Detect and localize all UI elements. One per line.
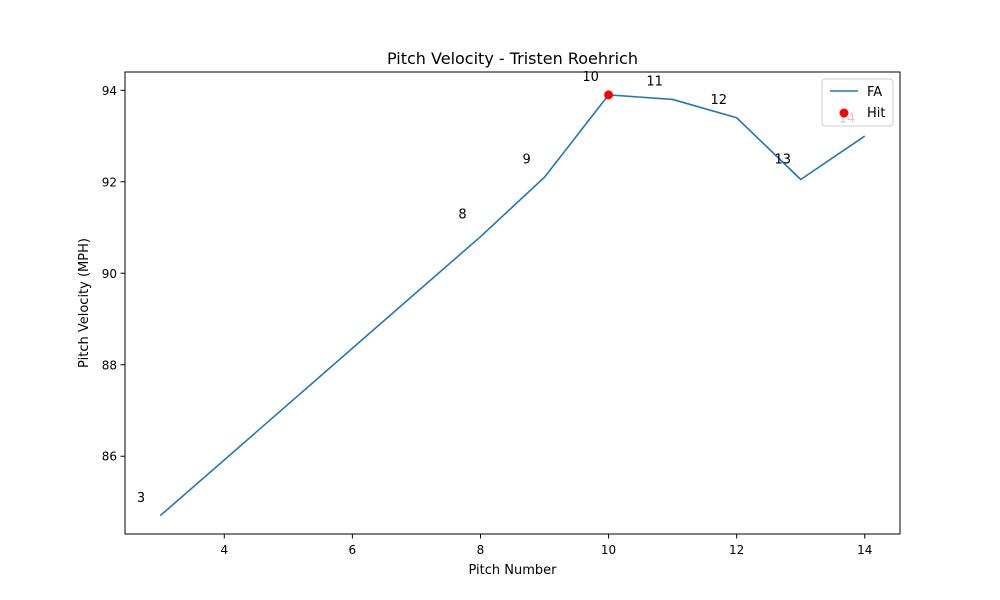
y-tick-label: 86 bbox=[102, 450, 117, 464]
x-tick-label: 8 bbox=[477, 543, 485, 557]
legend-label-hit: Hit bbox=[867, 106, 885, 121]
x-tick-label: 12 bbox=[729, 543, 744, 557]
y-tick-label: 92 bbox=[102, 175, 117, 189]
legend-hit-swatch bbox=[839, 108, 849, 118]
point-label-10: 10 bbox=[582, 70, 599, 85]
point-label-9: 9 bbox=[522, 152, 530, 167]
point-label-13: 13 bbox=[775, 152, 792, 167]
x-tick-label: 4 bbox=[220, 543, 228, 557]
y-axis-label: Pitch Velocity (MPH) bbox=[77, 238, 92, 368]
y-axis: 86 88 90 92 94 bbox=[102, 84, 125, 464]
chart-title: Pitch Velocity - Tristen Roehrich bbox=[387, 49, 638, 68]
legend: FA Hit bbox=[821, 78, 894, 127]
x-axis: 4 6 8 10 12 14 bbox=[220, 534, 872, 557]
point-label-3: 3 bbox=[137, 491, 145, 506]
legend-label-fa: FA bbox=[867, 85, 882, 100]
x-tick-label: 6 bbox=[349, 543, 357, 557]
series-line-fa bbox=[159, 94, 866, 517]
x-axis-label: Pitch Number bbox=[468, 563, 557, 578]
x-tick-label: 14 bbox=[857, 543, 872, 557]
axes-frame bbox=[124, 71, 901, 535]
y-tick-label: 90 bbox=[102, 267, 117, 281]
y-tick-label: 94 bbox=[102, 84, 117, 98]
x-tick-label: 10 bbox=[601, 543, 616, 557]
point-label-8: 8 bbox=[458, 207, 466, 222]
y-tick-label: 88 bbox=[102, 358, 117, 372]
point-label-11: 11 bbox=[646, 75, 663, 90]
point-label-12: 12 bbox=[710, 93, 727, 108]
hit-point bbox=[604, 90, 614, 100]
